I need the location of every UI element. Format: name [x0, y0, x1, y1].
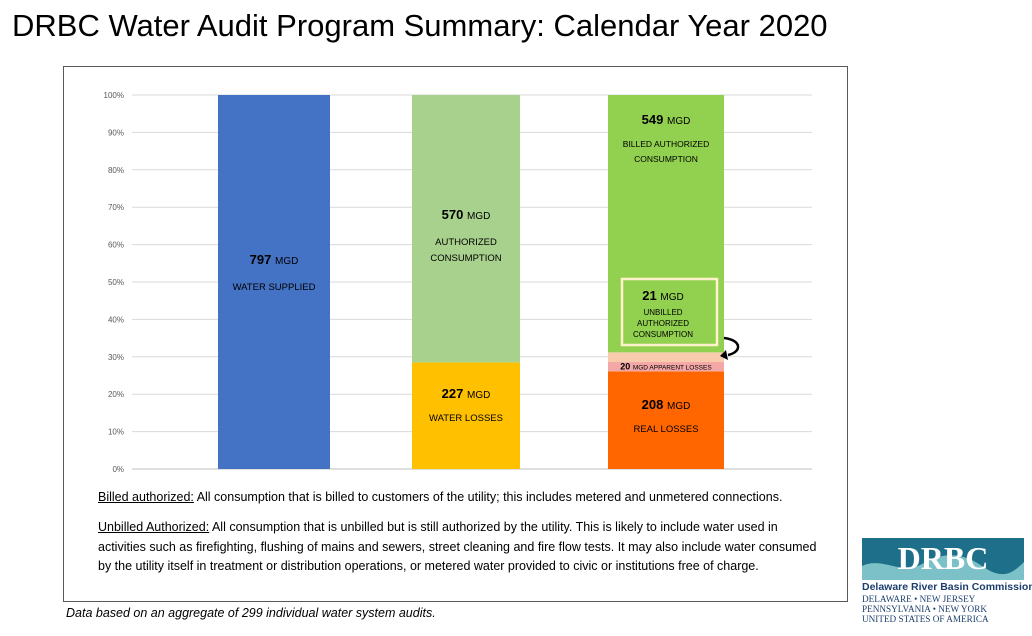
- definition-unbilled-authorized: Unbilled Authorized: All consumption tha…: [98, 518, 818, 577]
- logo-name: Delaware River Basin Commission: [862, 581, 1032, 593]
- bar-label-unbilled-authorized-text: UNBILLED: [643, 308, 682, 317]
- bar-segment-unbilled-authorized: [608, 352, 724, 363]
- bar-label-authorized-consumption-value: 570 MGD: [442, 207, 491, 222]
- definition-billed-authorized: Billed authorized: All consumption that …: [98, 488, 818, 508]
- logo-states-3: UNITED STATES OF AMERICA: [862, 614, 989, 624]
- page-title: DRBC Water Audit Program Summary: Calend…: [12, 8, 828, 43]
- definition-text: All consumption that is unbilled but is …: [98, 520, 817, 573]
- bar-segment-billed-authorized: [608, 95, 724, 353]
- unbilled-arrowhead: [720, 350, 728, 360]
- bar-segment-water-losses: [412, 362, 520, 469]
- y-tick-label: 0%: [112, 465, 124, 474]
- bar-label-billed-authorized-text: CONSUMPTION: [634, 154, 698, 164]
- bar-label-water-supplied-text: WATER SUPPLIED: [233, 282, 316, 293]
- bar-label-unbilled-authorized-value: 21 MGD: [642, 288, 683, 303]
- bar-label-authorized-consumption-text: CONSUMPTION: [430, 253, 501, 264]
- chart-frame: [63, 66, 848, 602]
- bar-label-billed-authorized-value: 549 MGD: [642, 112, 691, 127]
- bar-label-water-losses-value: 227 MGD: [442, 386, 491, 401]
- bar-segment-authorized-consumption: [412, 95, 520, 363]
- logo-states-2: PENNSYLVANIA • NEW YORK: [862, 604, 987, 614]
- bar-label-billed-authorized-text: BILLED AUTHORIZED: [623, 139, 709, 149]
- unbilled-highlight-box: [620, 277, 719, 347]
- bar-segment-water-supplied: [218, 95, 330, 469]
- bar-label-real-losses-value: 208 MGD: [642, 397, 691, 412]
- bar-segment-real-losses: [608, 371, 724, 469]
- bar-label-real-losses-text: REAL LOSSES: [633, 424, 698, 435]
- unbilled-arrow: [723, 336, 740, 357]
- logo-mark: DRBC: [862, 538, 1024, 580]
- y-tick-label: 50%: [108, 278, 124, 287]
- logo-mark-text: DRBC: [898, 540, 989, 576]
- bar-label-water-losses-text: WATER LOSSES: [429, 413, 503, 424]
- drbc-logo: DRBC Delaware River Basin Commission DEL…: [862, 538, 1032, 624]
- definition-text: All consumption that is billed to custom…: [193, 490, 783, 504]
- y-tick-label: 40%: [108, 315, 124, 324]
- y-tick-label: 70%: [108, 203, 124, 212]
- bar-label-authorized-consumption-text: AUTHORIZED: [435, 237, 497, 248]
- y-tick-label: 30%: [108, 353, 124, 362]
- y-tick-label: 80%: [108, 166, 124, 175]
- bar-label-water-supplied-value: 797 MGD: [250, 252, 299, 267]
- y-tick-label: 100%: [104, 91, 124, 100]
- footnote: Data based on an aggregate of 299 indivi…: [66, 606, 436, 620]
- y-tick-label: 60%: [108, 241, 124, 250]
- y-tick-label: 20%: [108, 390, 124, 399]
- y-tick-label: 10%: [108, 428, 124, 437]
- definition-term: Billed authorized:: [98, 490, 194, 504]
- bar-label-unbilled-authorized-text: AUTHORIZED: [637, 319, 689, 328]
- definition-term: Unbilled Authorized:: [98, 520, 210, 534]
- logo-states-1: DELAWARE • NEW JERSEY: [862, 594, 976, 604]
- bar-label-apparent-losses: 20 MGD APPARENT LOSSES: [620, 362, 712, 372]
- y-tick-label: 90%: [108, 128, 124, 137]
- bar-label-unbilled-authorized-text: CONSUMPTION: [633, 330, 693, 339]
- bar-segment-apparent-losses: [608, 362, 724, 372]
